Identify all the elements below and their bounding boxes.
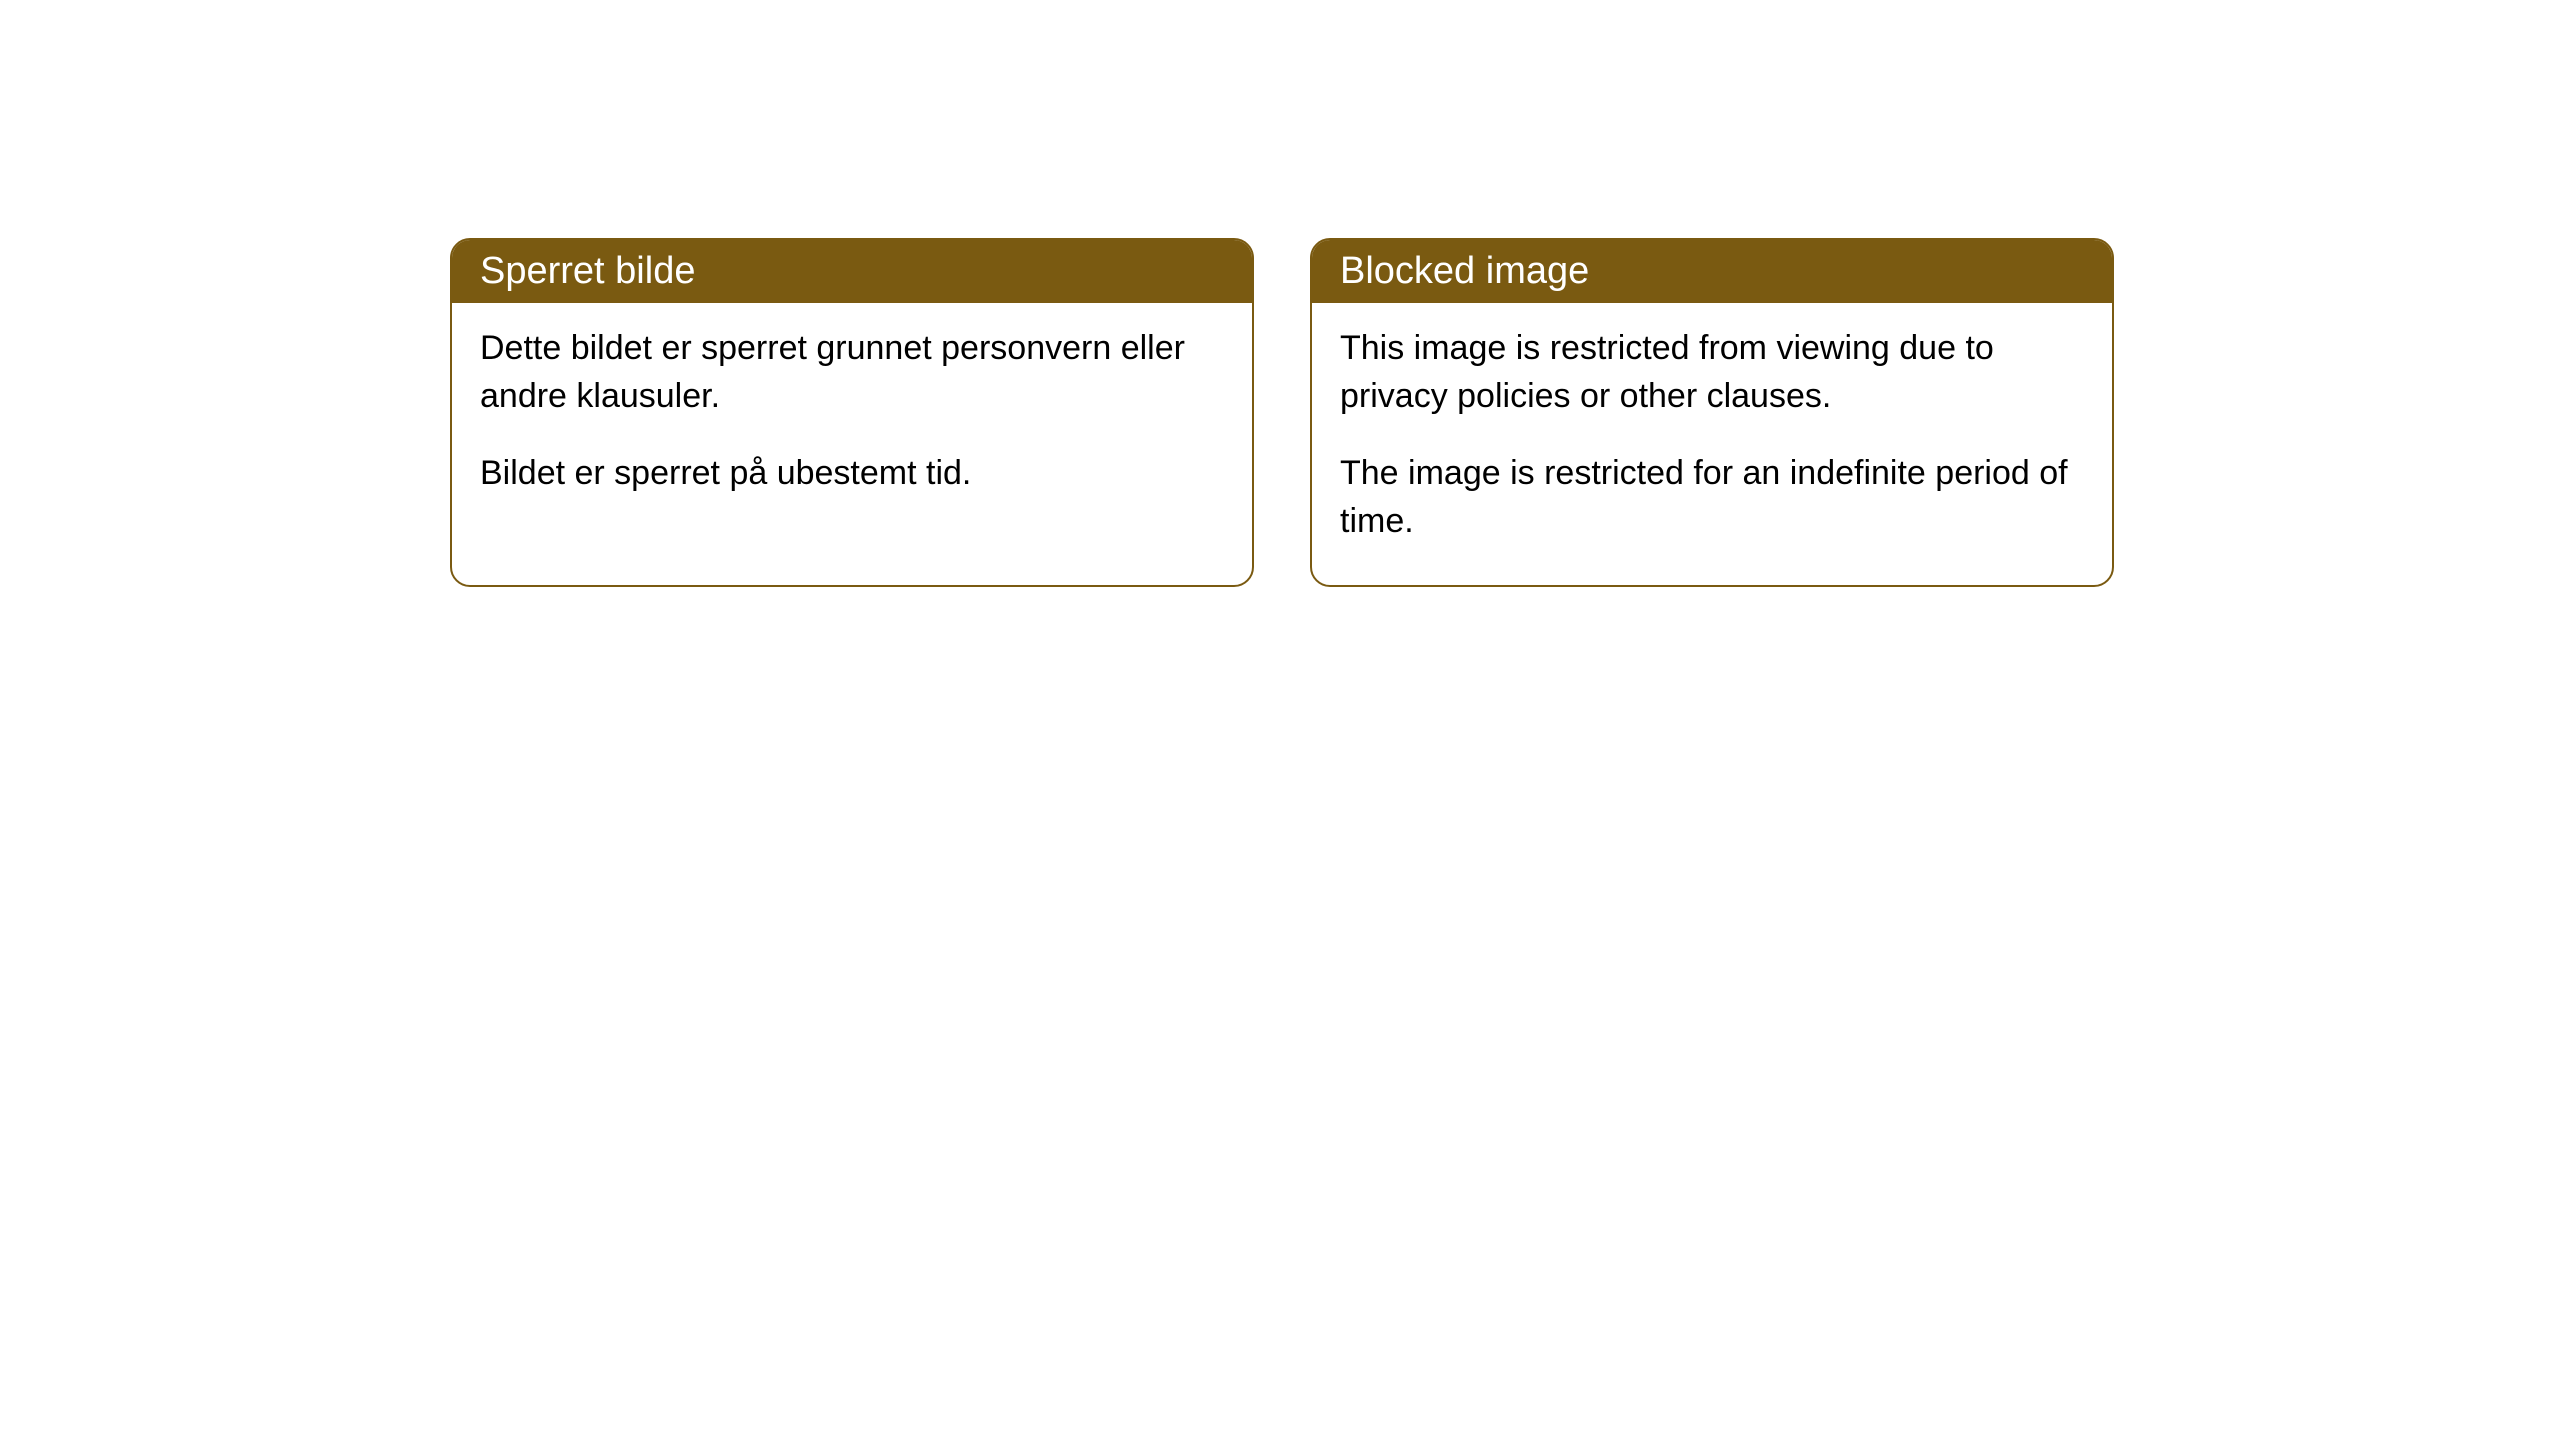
card-title: Sperret bilde: [480, 250, 695, 292]
card-header: Blocked image: [1312, 240, 2112, 303]
notice-cards-container: Sperret bilde Dette bildet er sperret gr…: [450, 238, 2114, 587]
card-header: Sperret bilde: [452, 240, 1252, 303]
card-paragraph: Dette bildet er sperret grunnet personve…: [480, 325, 1224, 420]
card-title: Blocked image: [1340, 250, 1589, 292]
blocked-image-card-norwegian: Sperret bilde Dette bildet er sperret gr…: [450, 238, 1254, 587]
card-body: Dette bildet er sperret grunnet personve…: [452, 303, 1252, 538]
card-paragraph: This image is restricted from viewing du…: [1340, 325, 2084, 420]
card-paragraph: The image is restricted for an indefinit…: [1340, 450, 2084, 545]
blocked-image-card-english: Blocked image This image is restricted f…: [1310, 238, 2114, 587]
card-paragraph: Bildet er sperret på ubestemt tid.: [480, 450, 1224, 498]
card-body: This image is restricted from viewing du…: [1312, 303, 2112, 585]
